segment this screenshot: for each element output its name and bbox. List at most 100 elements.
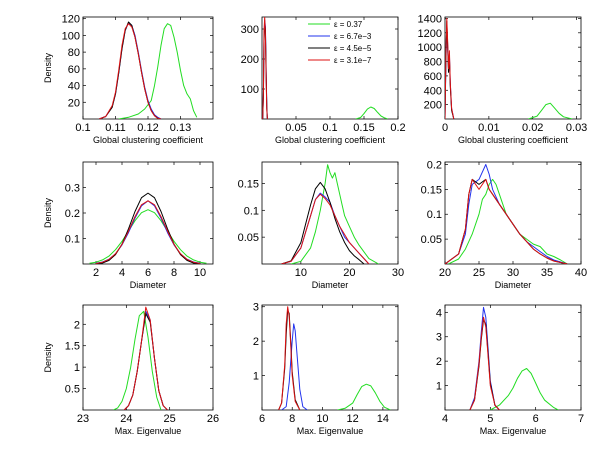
y-tick-label: 4 <box>436 307 442 319</box>
y-tick-label: 1 <box>74 362 80 374</box>
y-tick-label: 800 <box>424 57 442 69</box>
series-line-red <box>445 17 455 119</box>
y-tick-label: 1000 <box>418 42 442 54</box>
y-tick-label: 300 <box>241 24 259 36</box>
series-line-red <box>95 200 201 264</box>
subplot-3: 0 0.01 0.02 0.03 200 400 600 800 1000 1200 1400 Glo… <box>418 13 588 145</box>
x-tick-label: 23 <box>77 413 89 425</box>
series-line-red <box>281 193 370 264</box>
y-tick-label: 0.1 <box>65 234 80 246</box>
plot-frame <box>444 16 582 120</box>
x-tick-label: 4 <box>119 267 125 279</box>
plot-frame <box>82 161 214 265</box>
legend-label: ε = 4.5e−5 <box>334 44 372 53</box>
x-axis-label: Global clustering coefficient <box>93 135 203 145</box>
x-tick-label: 20 <box>439 267 451 279</box>
y-tick-label: 2 <box>436 356 442 368</box>
legend-label: ε = 0.37 <box>334 20 363 29</box>
x-tick-label: 8 <box>171 267 177 279</box>
x-tick-label: 25 <box>164 413 176 425</box>
x-tick-label: 10 <box>316 413 328 425</box>
legend: ε = 0.37 ε = 6.7e−3 ε = 4.5e−5 ε = 3.1e−7 <box>308 20 372 65</box>
series-line-red <box>278 306 301 410</box>
plot-frame <box>261 161 399 265</box>
y-tick-label: 0.1 <box>244 205 259 217</box>
x-tick-label: 4 <box>442 413 448 425</box>
x-axis-label: Max. Eigenvalue <box>297 426 364 436</box>
x-tick-label: 6 <box>533 413 539 425</box>
series-line-black <box>281 181 365 264</box>
y-tick-label: 1400 <box>418 13 442 25</box>
x-tick-label: 0.15 <box>353 122 374 134</box>
y-tick-label: 0.05 <box>421 234 442 246</box>
y-tick-label: 200 <box>424 100 442 112</box>
series-line-blue <box>281 323 308 410</box>
y-axis-label: Density <box>43 197 53 228</box>
x-tick-label: 0.2 <box>390 122 405 134</box>
subplot-6: 20 25 30 35 40 0.05 0.1 0.15 0.2 Diameter <box>421 159 588 290</box>
x-axis-label: Max. Eigenvalue <box>115 426 182 436</box>
plot-frame <box>82 304 214 411</box>
x-tick-label: 35 <box>541 267 553 279</box>
series-line-red <box>262 17 268 119</box>
y-tick-label: 2 <box>74 319 80 331</box>
x-tick-label: 0.1 <box>75 122 90 134</box>
subplot-5: 10 20 30 0.05 0.1 0.15 Diameter <box>238 161 404 290</box>
y-tick-label: 3 <box>436 332 442 344</box>
series-line-green <box>290 164 379 264</box>
subplot-9: 4 5 6 7 1 2 3 4 Max. Eigenvalue <box>436 304 584 436</box>
x-tick-label: 0.02 <box>522 122 543 134</box>
y-tick-label: 100 <box>62 30 80 42</box>
y-tick-label: 0.2 <box>427 159 442 171</box>
x-tick-label: 40 <box>575 267 587 279</box>
x-axis-label: Max. Eigenvalue <box>480 426 547 436</box>
subplot-7: 23 24 25 26 0.5 1 1.5 2 Max. Eigenvalue Density <box>43 304 219 436</box>
y-tick-label: 20 <box>68 97 80 109</box>
x-tick-label: 6 <box>145 267 151 279</box>
series-line-red <box>469 316 500 410</box>
plot-frame <box>82 16 214 120</box>
series-line-green <box>89 209 207 264</box>
series-line-green <box>490 368 559 410</box>
plot-frame <box>261 16 399 120</box>
y-tick-label: 600 <box>424 71 442 83</box>
series-line-green <box>113 310 162 410</box>
y-tick-label: 120 <box>62 14 80 26</box>
series-line-green <box>118 23 198 119</box>
x-axis-label: Global clustering coefficient <box>458 135 568 145</box>
x-tick-label: 10 <box>295 267 307 279</box>
x-tick-label: 0.03 <box>566 122 587 134</box>
y-tick-label: 1200 <box>418 28 442 40</box>
y-tick-label: 400 <box>424 85 442 97</box>
y-axis-label: Density <box>43 52 53 83</box>
series-line-green <box>528 102 573 119</box>
legend-label: ε = 6.7e−3 <box>334 32 372 41</box>
plot-frame <box>444 304 582 411</box>
x-tick-label: 30 <box>507 267 519 279</box>
x-tick-label: 10 <box>194 267 206 279</box>
x-tick-label: 0.1 <box>322 122 337 134</box>
x-axis-label: Diameter <box>312 280 349 290</box>
x-tick-label: 25 <box>473 267 485 279</box>
x-tick-label: 5 <box>487 413 493 425</box>
x-tick-label: 0.12 <box>137 122 158 134</box>
series-line-green <box>448 178 568 264</box>
y-tick-label: 40 <box>68 81 80 93</box>
y-tick-label: 200 <box>241 54 259 66</box>
series-line-green <box>337 383 391 410</box>
x-axis-label: Diameter <box>130 280 167 290</box>
series-line-black <box>95 192 201 264</box>
x-axis-label: Global clustering coefficient <box>275 135 385 145</box>
legend-label: ε = 3.1e−7 <box>334 56 372 65</box>
series-line-red <box>123 306 168 410</box>
x-tick-label: 7 <box>578 413 584 425</box>
series-line-red <box>445 178 568 264</box>
subplot-1: 0.1 0.11 0.12 0.13 20 40 60 80 100 120 Global clus… <box>43 14 214 145</box>
y-tick-label: 1 <box>436 381 442 393</box>
y-tick-label: 3 <box>253 302 259 314</box>
subplot-4: 2 4 6 8 10 0.1 0.2 0.3 Diameter Density <box>43 161 214 290</box>
y-axis-label: Density <box>43 342 53 373</box>
x-tick-label: 30 <box>392 267 404 279</box>
